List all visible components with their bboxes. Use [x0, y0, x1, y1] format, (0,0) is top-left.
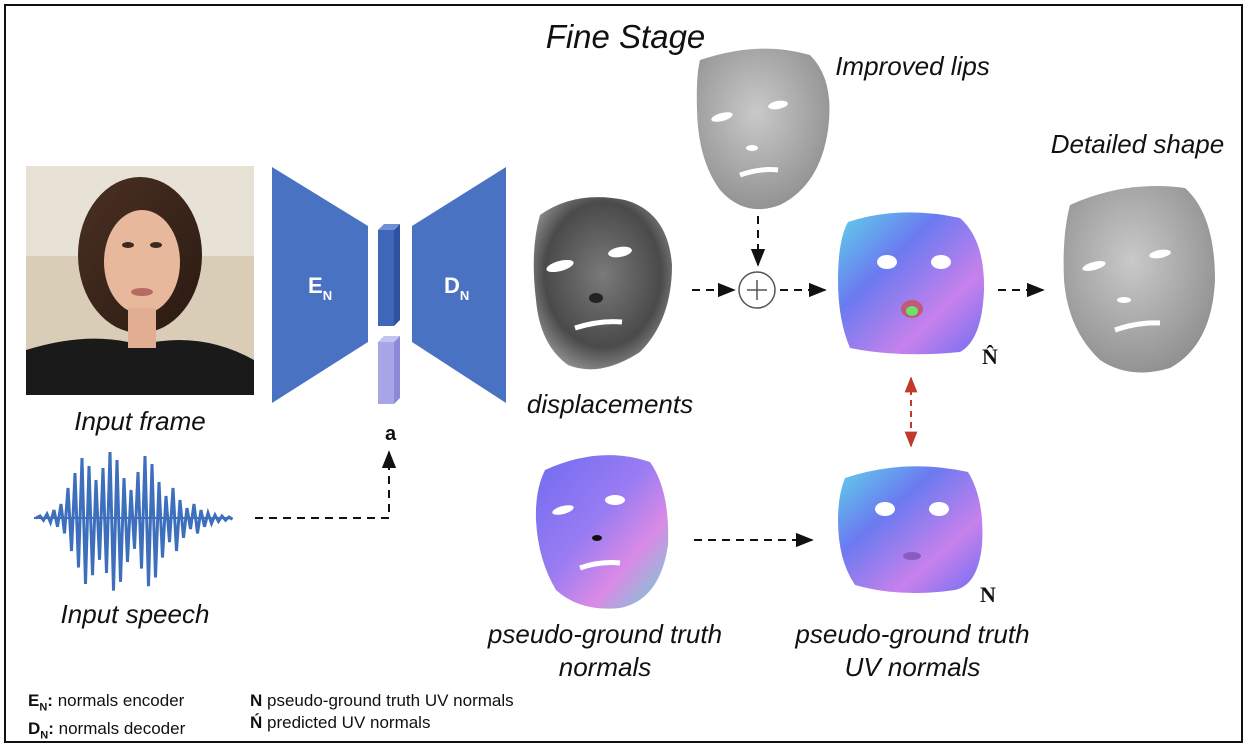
arrow-speech-to-latent	[255, 450, 397, 519]
normals-decoder-block	[412, 167, 506, 403]
figure-title: Fine Stage	[545, 18, 706, 55]
detailed-shape-face	[1063, 186, 1215, 373]
legend-item-pred-normals: Ń predicted UV normals	[250, 713, 431, 732]
normals-encoder-block	[272, 167, 368, 403]
input-frame-photo	[26, 166, 254, 395]
improved-lips-face	[696, 48, 830, 210]
encoder-label: EN	[308, 273, 332, 303]
ground-truth-normals-symbol: N	[980, 582, 996, 607]
audio-latent-bar	[378, 336, 400, 404]
legend-item-encoder: EN: normals encoder	[28, 691, 185, 714]
sum-operator	[738, 271, 776, 309]
speech-waveform	[34, 451, 234, 591]
audio-latent-label: a	[385, 423, 397, 445]
legend-left: EN: normals encoder DN: normals decoder	[28, 690, 248, 747]
caption-pgt-normals: pseudo-ground truth normals	[487, 619, 723, 682]
displacement-map-face	[533, 197, 672, 370]
legend-item-decoder: DN: normals decoder	[28, 719, 186, 742]
predicted-normals-symbol: N̂	[982, 344, 998, 369]
latent-code-bar	[378, 224, 400, 326]
caption-input-speech: Input speech	[60, 599, 210, 629]
decoder-label: DN	[444, 273, 469, 303]
pseudo-ground-truth-uv-normals-face	[838, 466, 983, 594]
pseudo-ground-truth-normals-face	[535, 455, 669, 609]
caption-pgt-uv-normals: pseudo-ground truth UV normals	[795, 619, 1030, 682]
caption-displacements: displacements	[526, 389, 694, 419]
legend-right: N pseudo-ground truth UV normals Ń predi…	[250, 690, 580, 734]
caption-detailed-shape: Detailed shape	[1050, 129, 1225, 159]
caption-improved-lips: Improved lips	[835, 51, 990, 81]
caption-input-frame: Input frame	[74, 406, 206, 436]
legend-item-gt-normals: N pseudo-ground truth UV normals	[250, 691, 514, 710]
predicted-uv-normals-face	[838, 212, 985, 355]
